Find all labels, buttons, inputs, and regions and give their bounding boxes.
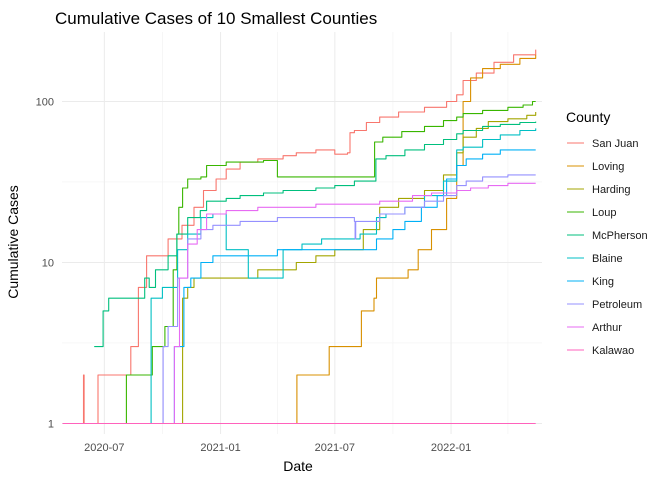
legend-title: County [566,109,610,125]
x-tick-label: 2021-07 [315,442,355,454]
y-axis-title: Cumulative Cases [5,185,21,299]
legend-label: Petroleum [592,299,642,311]
x-axis-ticks: 2020-07 2021-01 2021-07 2022-01 [84,442,471,454]
series-line-loup [62,100,536,425]
plot-grid [62,32,542,434]
y-tick-label: 1 [48,418,54,430]
legend-item-king: King [567,276,614,288]
legend-label: Loup [592,207,616,219]
legend-label: Arthur [592,322,622,334]
series-line-petroleum [62,174,536,425]
legend-item-mcpherson: McPherson [567,230,648,242]
series-line-blaine [62,128,537,425]
legend-label: San Juan [592,138,638,150]
legend-item-harding: Harding [567,184,631,196]
series-line-king [62,149,536,425]
legend-item-loving: Loving [567,161,624,173]
legend-label: King [592,276,614,288]
legend-item-blaine: Blaine [567,253,623,265]
legend-item-arthur: Arthur [567,322,622,334]
chart-title: Cumulative Cases of 10 Smallest Counties [55,9,377,28]
legend-item-petroleum: Petroleum [567,299,642,311]
series-line-san-juan [62,49,537,425]
legend-label: Loving [592,161,624,173]
x-tick-label: 2021-01 [200,442,240,454]
y-axis-ticks: 1 10 100 [36,96,54,430]
y-tick-label: 100 [36,96,54,108]
legend-label: Kalawao [592,345,634,357]
series-line-arthur [62,182,536,425]
legend-item-san-juan: San Juan [567,138,638,150]
legend: San Juan Loving Harding Loup McPherson Blaine… [567,138,648,357]
legend-label: McPherson [592,230,648,242]
legend-item-kalawao: Kalawao [567,345,634,357]
series-line-harding [62,112,537,425]
legend-item-loup: Loup [567,207,616,219]
legend-label: Harding [592,184,631,196]
x-tick-label: 2020-07 [84,442,124,454]
legend-label: Blaine [592,253,623,265]
y-tick-label: 10 [42,257,54,269]
x-axis-title: Date [283,458,313,474]
series-line-mcpherson [94,121,537,348]
x-tick-label: 2022-01 [431,442,471,454]
series-line-loving [62,54,537,425]
plot-series [62,49,537,425]
